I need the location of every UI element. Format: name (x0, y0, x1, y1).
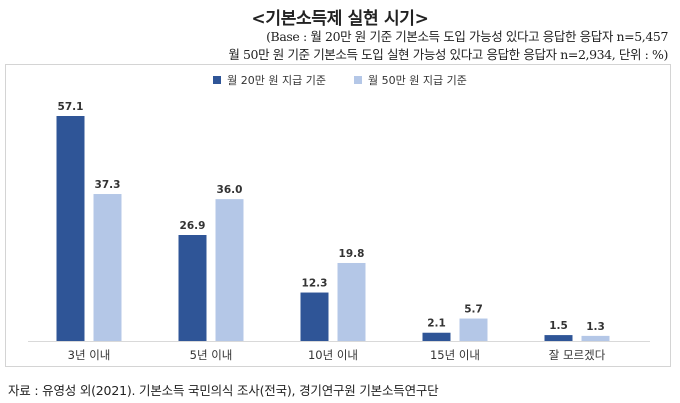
data-label-2-2: 19.8 (339, 248, 365, 260)
data-label-1-3: 2.1 (427, 318, 446, 330)
legend-item-series-1: 월 20만 원 지급 기준 (213, 72, 326, 88)
legend-label-series-2: 월 50만 원 지급 기준 (368, 74, 467, 87)
chart-title: <기본소득제 실현 시기> (251, 9, 429, 29)
data-label-1-2: 12.3 (302, 278, 328, 290)
x-tick-label-3: 15년 이내 (430, 348, 480, 362)
x-tick-label-4: 잘 모르겠다 (549, 348, 606, 362)
base-note-line2: 월 50만 원 기준 기본소득 도입 실현 가능성 있다고 응답한 응답자 n=… (228, 47, 668, 62)
x-tick-label-0: 3년 이내 (68, 348, 111, 362)
legend-label-series-1: 월 20만 원 지급 기준 (227, 74, 326, 87)
x-tick-label-2: 10년 이내 (308, 348, 358, 362)
data-label-2-4: 1.3 (586, 321, 605, 333)
bar-1-3 (422, 332, 451, 341)
bar-1-4 (544, 335, 573, 341)
bar-2-2 (337, 262, 366, 341)
bar-2-0 (93, 194, 122, 341)
chart-frame (5, 64, 671, 367)
data-label-2-1: 36.0 (217, 184, 243, 196)
chart-legend: 월 20만 원 지급 기준 월 50만 원 지급 기준 (0, 72, 680, 88)
legend-swatch-series-2 (354, 76, 362, 84)
legend-swatch-series-1 (213, 76, 222, 84)
legend-item-series-2: 월 50만 원 지급 기준 (354, 72, 467, 88)
source-note: 자료 : 유영성 외(2021). 기본소득 국민의식 조사(전국), 경기연구… (8, 383, 439, 398)
bar-2-1 (215, 199, 244, 341)
x-tick-label-1: 5년 이내 (190, 348, 233, 362)
data-label-2-3: 5.7 (464, 304, 483, 316)
base-note-line1: (Base : 월 20만 원 기준 기본소득 도입 가능성 있다고 응답한 응… (266, 29, 668, 44)
data-label-1-0: 57.1 (58, 101, 84, 113)
data-label-2-0: 37.3 (95, 179, 121, 191)
bar-1-0 (56, 116, 85, 341)
bar-2-3 (459, 318, 488, 341)
bar-2-4 (581, 335, 610, 341)
bar-1-1 (178, 235, 207, 341)
data-label-1-4: 1.5 (549, 320, 568, 332)
data-label-1-1: 26.9 (180, 220, 206, 232)
bar-1-2 (300, 292, 329, 341)
